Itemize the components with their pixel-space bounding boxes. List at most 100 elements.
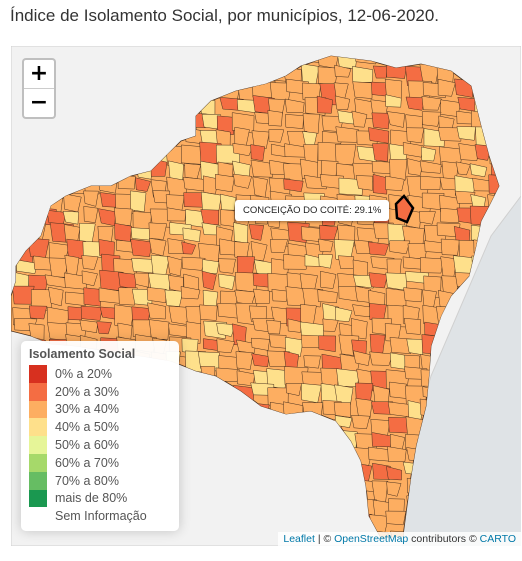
municipality-polygon[interactable]: [504, 467, 521, 486]
municipality-polygon[interactable]: [487, 432, 503, 447]
municipality-polygon[interactable]: [67, 306, 84, 321]
municipality-polygon[interactable]: [271, 289, 289, 302]
municipality-polygon[interactable]: [471, 430, 488, 449]
municipality-polygon[interactable]: [16, 259, 38, 274]
municipality-polygon[interactable]: [440, 207, 461, 223]
municipality-polygon[interactable]: [250, 241, 268, 261]
municipality-polygon[interactable]: [354, 285, 371, 303]
municipality-polygon[interactable]: [437, 78, 456, 97]
municipality-polygon[interactable]: [322, 318, 339, 332]
municipality-polygon[interactable]: [28, 305, 48, 320]
municipality-polygon[interactable]: [406, 495, 423, 516]
municipality-polygon[interactable]: [199, 304, 218, 321]
municipality-polygon[interactable]: [372, 65, 388, 79]
municipality-polygon[interactable]: [316, 95, 333, 114]
municipality-polygon[interactable]: [474, 415, 498, 434]
municipality-polygon[interactable]: [148, 222, 167, 240]
municipality-polygon[interactable]: [505, 498, 521, 518]
municipality-polygon[interactable]: [83, 287, 102, 307]
municipality-polygon[interactable]: [234, 289, 256, 305]
municipality-polygon[interactable]: [219, 193, 237, 211]
municipality-polygon[interactable]: [233, 222, 249, 244]
municipality-polygon[interactable]: [200, 191, 222, 213]
municipality-polygon[interactable]: [475, 482, 496, 505]
municipality-polygon[interactable]: [181, 241, 197, 255]
municipality-polygon[interactable]: [488, 174, 510, 194]
osm-link[interactable]: OpenStreetMap: [334, 533, 409, 545]
municipality-polygon[interactable]: [424, 418, 443, 437]
municipality-polygon[interactable]: [492, 461, 515, 476]
municipality-polygon[interactable]: [472, 497, 495, 520]
municipality-polygon[interactable]: [220, 209, 236, 227]
municipality-polygon[interactable]: [269, 239, 289, 253]
municipality-polygon[interactable]: [80, 305, 103, 321]
municipality-polygon[interactable]: [491, 497, 510, 510]
municipality-polygon[interactable]: [385, 175, 405, 191]
municipality-polygon[interactable]: [403, 287, 423, 303]
municipality-polygon[interactable]: [492, 238, 515, 257]
municipality-polygon[interactable]: [454, 419, 476, 438]
municipality-polygon[interactable]: [474, 463, 494, 479]
municipality-polygon[interactable]: [202, 289, 219, 307]
municipality-polygon[interactable]: [130, 238, 153, 257]
municipality-polygon[interactable]: [355, 398, 373, 419]
municipality-polygon[interactable]: [455, 161, 471, 176]
municipality-polygon[interactable]: [439, 466, 456, 486]
municipality-polygon[interactable]: [284, 98, 305, 113]
municipality-polygon[interactable]: [268, 334, 287, 349]
municipality-polygon[interactable]: [423, 463, 447, 482]
municipality-polygon[interactable]: [266, 319, 281, 335]
municipality-polygon[interactable]: [405, 96, 426, 111]
municipality-polygon[interactable]: [491, 258, 511, 276]
municipality-polygon[interactable]: [490, 303, 515, 321]
municipality-polygon[interactable]: [506, 240, 521, 256]
municipality-polygon[interactable]: [386, 111, 405, 128]
municipality-polygon[interactable]: [251, 130, 270, 149]
zoom-out-button[interactable]: −: [29, 90, 49, 115]
municipality-polygon[interactable]: [437, 398, 458, 415]
municipality-polygon[interactable]: [474, 307, 498, 328]
municipality-polygon[interactable]: [510, 431, 521, 448]
municipality-polygon[interactable]: [452, 336, 469, 351]
municipality-polygon[interactable]: [407, 514, 425, 533]
municipality-polygon[interactable]: [455, 368, 471, 388]
municipality-polygon[interactable]: [250, 144, 266, 162]
municipality-polygon[interactable]: [389, 240, 411, 255]
municipality-polygon[interactable]: [437, 367, 460, 382]
municipality-polygon[interactable]: [506, 289, 521, 301]
municipality-polygon[interactable]: [181, 256, 206, 271]
municipality-polygon[interactable]: [146, 287, 167, 304]
municipality-polygon[interactable]: [166, 255, 183, 277]
municipality-polygon[interactable]: [488, 478, 512, 496]
municipality-polygon[interactable]: [338, 177, 364, 196]
municipality-polygon[interactable]: [368, 272, 388, 289]
map-container[interactable]: + − CONCEIÇÃO DO COITÉ: 29.1% Isolamento…: [11, 46, 521, 546]
municipality-polygon[interactable]: [406, 447, 427, 462]
municipality-polygon[interactable]: [469, 368, 490, 383]
municipality-polygon[interactable]: [63, 193, 82, 213]
municipality-polygon[interactable]: [166, 207, 187, 222]
municipality-polygon[interactable]: [81, 270, 98, 287]
municipality-polygon[interactable]: [318, 238, 334, 253]
municipality-polygon[interactable]: [472, 286, 493, 308]
municipality-polygon[interactable]: [439, 514, 462, 531]
municipality-polygon[interactable]: [421, 146, 437, 162]
municipality-polygon[interactable]: [389, 337, 413, 354]
municipality-polygon[interactable]: [335, 306, 353, 322]
municipality-polygon[interactable]: [183, 176, 207, 192]
municipality-polygon[interactable]: [216, 322, 236, 337]
municipality-polygon[interactable]: [352, 304, 373, 318]
leaflet-link[interactable]: Leaflet: [283, 533, 315, 545]
municipality-polygon[interactable]: [372, 143, 389, 162]
municipality-polygon[interactable]: [369, 333, 386, 354]
municipality-polygon[interactable]: [318, 335, 336, 353]
municipality-polygon[interactable]: [389, 381, 407, 399]
municipality-polygon[interactable]: [490, 510, 504, 533]
municipality-polygon[interactable]: [421, 95, 442, 111]
municipality-polygon[interactable]: [419, 160, 442, 174]
municipality-polygon[interactable]: [475, 446, 497, 467]
municipality-polygon[interactable]: [250, 337, 270, 351]
municipality-polygon[interactable]: [455, 465, 474, 487]
municipality-polygon[interactable]: [113, 207, 133, 226]
municipality-polygon[interactable]: [218, 258, 236, 274]
